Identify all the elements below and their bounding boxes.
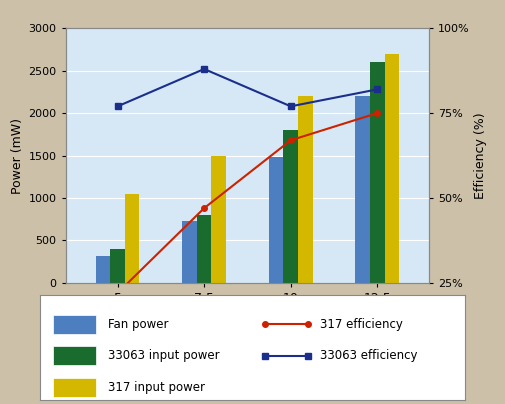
Text: 33063 input power: 33063 input power <box>108 349 220 362</box>
Bar <box>110 249 125 283</box>
Text: 317 efficiency: 317 efficiency <box>320 318 403 331</box>
Text: 317 input power: 317 input power <box>108 381 205 394</box>
Bar <box>298 96 313 283</box>
Bar <box>125 194 139 283</box>
Bar <box>283 130 298 283</box>
Bar <box>197 215 212 283</box>
Bar <box>269 157 283 283</box>
X-axis label: Fan voltage (V): Fan voltage (V) <box>195 309 300 323</box>
Bar <box>96 257 110 283</box>
Bar <box>370 62 385 283</box>
Bar <box>182 221 197 283</box>
FancyBboxPatch shape <box>53 346 95 365</box>
Text: Fan power: Fan power <box>108 318 169 331</box>
Bar <box>356 96 370 283</box>
Text: 33063 efficiency: 33063 efficiency <box>320 349 418 362</box>
FancyBboxPatch shape <box>53 378 95 397</box>
Bar <box>385 54 399 283</box>
Bar <box>212 156 226 283</box>
Y-axis label: Power (mW): Power (mW) <box>11 118 24 194</box>
FancyBboxPatch shape <box>53 315 95 334</box>
Y-axis label: Efficiency (%): Efficiency (%) <box>474 112 487 199</box>
